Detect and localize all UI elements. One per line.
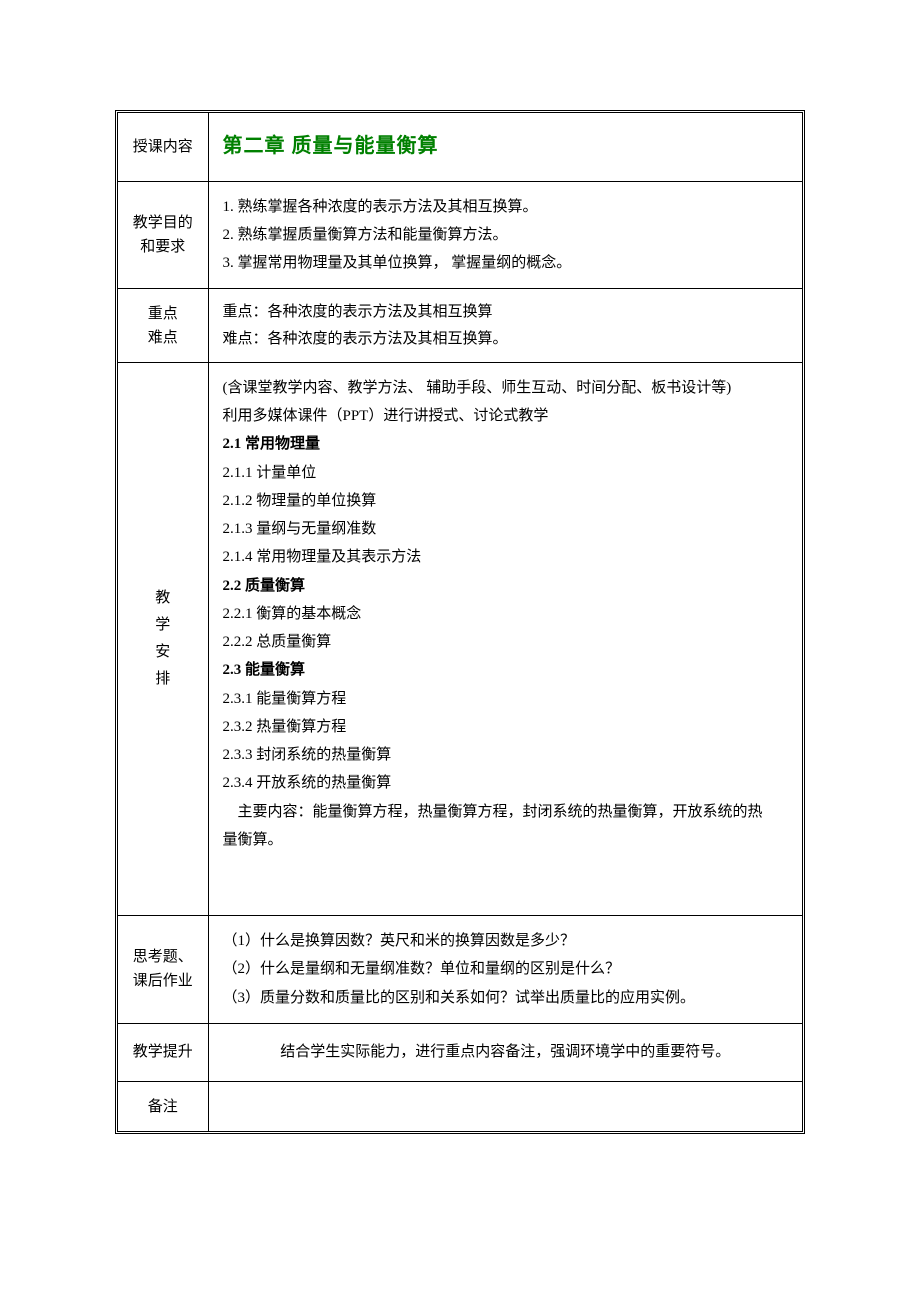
arr-c4: 排	[122, 666, 204, 693]
label-lesson-content: 授课内容	[118, 113, 208, 181]
arr-tail-1: 主要内容：能量衡算方程，热量衡算方程，封闭系统的热量衡算，开放系统的热	[223, 799, 789, 825]
hw-2: （2）什么是量纲和无量纲准数？单位和量纲的区别是什么？	[223, 956, 789, 982]
cell-title: 第二章 质量与能量衡算	[208, 113, 802, 181]
arr-c3: 安	[122, 639, 204, 666]
row-goals: 教学目的 和要求 1. 熟练掌握各种浓度的表示方法及其相互换算。 2. 熟练掌握…	[118, 181, 802, 289]
label-homework: 思考题、 课后作业	[118, 916, 208, 1024]
arr-intro: (含课堂教学内容、教学方法、 辅助手段、师生互动、时间分配、板书设计等)	[223, 375, 789, 401]
cell-homework: （1）什么是换算因数？英尺和米的换算因数是多少？ （2）什么是量纲和无量纲准数？…	[208, 916, 802, 1024]
sec-2-1: 2.1 常用物理量	[223, 431, 789, 457]
label-arrangement: 教 学 安 排	[118, 362, 208, 915]
arr-c2: 学	[122, 612, 204, 639]
row-improve: 教学提升 结合学生实际能力，进行重点内容备注，强调环境学中的重要符号。	[118, 1023, 802, 1081]
goal-3: 3. 掌握常用物理量及其单位换算， 掌握量纲的概念。	[223, 250, 789, 276]
label-keypoints: 重点 难点	[118, 289, 208, 363]
keypoint-1: 重点：各种浓度的表示方法及其相互换算	[223, 299, 789, 325]
arr-c1: 教	[122, 585, 204, 612]
sec-2-1-4: 2.1.4 常用物理量及其表示方法	[223, 544, 789, 570]
arr-tail-2: 量衡算。	[223, 827, 789, 853]
sec-2-3: 2.3 能量衡算	[223, 657, 789, 683]
goal-2: 2. 熟练掌握质量衡算方法和能量衡算方法。	[223, 222, 789, 248]
keypoint-2: 难点：各种浓度的表示方法及其相互换算。	[223, 326, 789, 352]
sec-2-2-2: 2.2.2 总质量衡算	[223, 629, 789, 655]
label-remark: 备注	[118, 1081, 208, 1131]
arr-method: 利用多媒体课件（PPT）进行讲授式、讨论式教学	[223, 403, 789, 429]
hw-3: （3）质量分数和质量比的区别和关系如何？试举出质量比的应用实例。	[223, 985, 789, 1011]
label-improve: 教学提升	[118, 1023, 208, 1081]
row-homework: 思考题、 课后作业 （1）什么是换算因数？英尺和米的换算因数是多少？ （2）什么…	[118, 916, 802, 1024]
cell-arrangement: (含课堂教学内容、教学方法、 辅助手段、师生互动、时间分配、板书设计等) 利用多…	[208, 362, 802, 915]
row-title: 授课内容 第二章 质量与能量衡算	[118, 113, 802, 181]
label-keypoints-l1: 重点	[122, 302, 204, 326]
row-keypoints: 重点 难点 重点：各种浓度的表示方法及其相互换算 难点：各种浓度的表示方法及其相…	[118, 289, 802, 363]
sec-2-3-4: 2.3.4 开放系统的热量衡算	[223, 770, 789, 796]
sec-2-1-2: 2.1.2 物理量的单位换算	[223, 488, 789, 514]
sec-2-1-3: 2.1.3 量纲与无量纲准数	[223, 516, 789, 542]
chapter-title: 第二章 质量与能量衡算	[223, 135, 439, 157]
label-keypoints-l2: 难点	[122, 326, 204, 350]
row-arrangement: 教 学 安 排 (含课堂教学内容、教学方法、 辅助手段、师生互动、时间分配、板书…	[118, 362, 802, 915]
sec-2-2-1: 2.2.1 衡算的基本概念	[223, 601, 789, 627]
sec-2-1-1: 2.1.1 计量单位	[223, 460, 789, 486]
hw-1: （1）什么是换算因数？英尺和米的换算因数是多少？	[223, 928, 789, 954]
sec-2-2: 2.2 质量衡算	[223, 573, 789, 599]
cell-remark	[208, 1081, 802, 1131]
label-goals: 教学目的 和要求	[118, 181, 208, 289]
sec-2-3-2: 2.3.2 热量衡算方程	[223, 714, 789, 740]
sec-2-3-1: 2.3.1 能量衡算方程	[223, 686, 789, 712]
sec-2-3-3: 2.3.3 封闭系统的热量衡算	[223, 742, 789, 768]
cell-keypoints: 重点：各种浓度的表示方法及其相互换算 难点：各种浓度的表示方法及其相互换算。	[208, 289, 802, 363]
row-remark: 备注	[118, 1081, 802, 1131]
cell-improve: 结合学生实际能力，进行重点内容备注，强调环境学中的重要符号。	[208, 1023, 802, 1081]
cell-goals: 1. 熟练掌握各种浓度的表示方法及其相互换算。 2. 熟练掌握质量衡算方法和能量…	[208, 181, 802, 289]
goal-1: 1. 熟练掌握各种浓度的表示方法及其相互换算。	[223, 194, 789, 220]
content-table: 授课内容 第二章 质量与能量衡算 教学目的 和要求 1. 熟练掌握各种浓度的表示…	[118, 113, 802, 1131]
lesson-plan-table: 授课内容 第二章 质量与能量衡算 教学目的 和要求 1. 熟练掌握各种浓度的表示…	[115, 110, 805, 1134]
